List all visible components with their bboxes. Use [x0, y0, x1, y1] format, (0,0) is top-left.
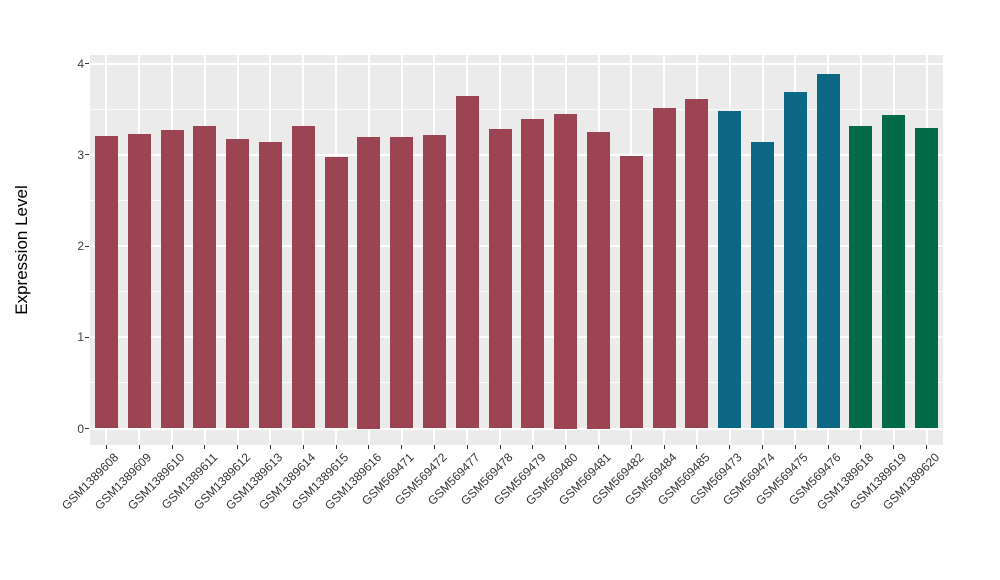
x-tick-mark	[893, 445, 895, 449]
bar	[619, 155, 643, 429]
bar	[193, 125, 217, 429]
bar	[160, 130, 184, 429]
bar	[783, 91, 807, 429]
bar	[849, 125, 873, 429]
x-tick-mark	[105, 445, 107, 449]
bar	[685, 99, 709, 429]
bar	[882, 114, 906, 429]
x-tick-mark	[368, 445, 370, 449]
y-tick-label: 3	[77, 147, 84, 162]
x-tick-mark	[466, 445, 468, 449]
x-tick-mark	[598, 445, 600, 449]
bar	[258, 141, 282, 429]
x-tick-mark	[860, 445, 862, 449]
x-tick-mark	[269, 445, 271, 449]
bar	[127, 133, 151, 429]
x-tick-mark	[794, 445, 796, 449]
gridline-major	[90, 336, 943, 339]
x-tick-mark	[171, 445, 173, 449]
bar	[357, 136, 381, 429]
bar	[521, 119, 545, 429]
bar	[751, 141, 775, 429]
x-tick-mark	[762, 445, 764, 449]
bar	[488, 129, 512, 429]
x-tick-mark	[237, 445, 239, 449]
y-tick-mark	[85, 245, 89, 247]
bar	[587, 131, 611, 429]
bar	[226, 139, 250, 429]
gridline-minor	[90, 382, 943, 384]
y-tick-mark	[85, 336, 89, 338]
y-tick-label: 0	[77, 421, 84, 436]
x-tick-mark	[401, 445, 403, 449]
x-tick-mark	[729, 445, 731, 449]
x-tick-mark	[663, 445, 665, 449]
y-tick-mark	[85, 154, 89, 156]
bar	[94, 135, 118, 429]
x-tick-mark	[204, 445, 206, 449]
x-tick-mark	[630, 445, 632, 449]
gridline-major	[90, 245, 943, 247]
x-tick-mark	[138, 445, 140, 449]
gridline-major	[90, 62, 943, 65]
x-tick-mark	[565, 445, 567, 449]
x-tick-mark	[827, 445, 829, 449]
gridline-minor	[90, 108, 943, 110]
x-tick-mark	[335, 445, 337, 449]
x-tick-mark	[926, 445, 928, 449]
y-tick-mark	[85, 428, 89, 429]
gridline-minor	[90, 199, 943, 201]
x-tick-mark	[433, 445, 435, 449]
x-tick-mark	[696, 445, 698, 449]
y-tick-label: 1	[77, 330, 84, 345]
gridline-major	[90, 153, 943, 156]
bar	[390, 137, 414, 429]
bar	[324, 157, 348, 429]
x-tick-mark	[499, 445, 501, 449]
bar	[718, 110, 742, 429]
x-tick-mark	[302, 445, 304, 449]
y-tick-label: 4	[77, 56, 84, 71]
bar	[291, 126, 315, 429]
gridline-minor	[90, 291, 943, 293]
bar	[554, 113, 578, 429]
x-tick-mark	[532, 445, 534, 449]
y-axis-title: Expression Level	[12, 185, 31, 315]
bar	[422, 134, 446, 429]
gridline-major	[90, 427, 943, 430]
y-tick-mark	[85, 63, 89, 64]
plot-panel	[90, 55, 943, 445]
bar	[652, 108, 676, 429]
y-tick-label: 2	[77, 239, 84, 253]
bar	[816, 73, 840, 429]
bar	[915, 128, 939, 429]
bar	[455, 96, 479, 429]
